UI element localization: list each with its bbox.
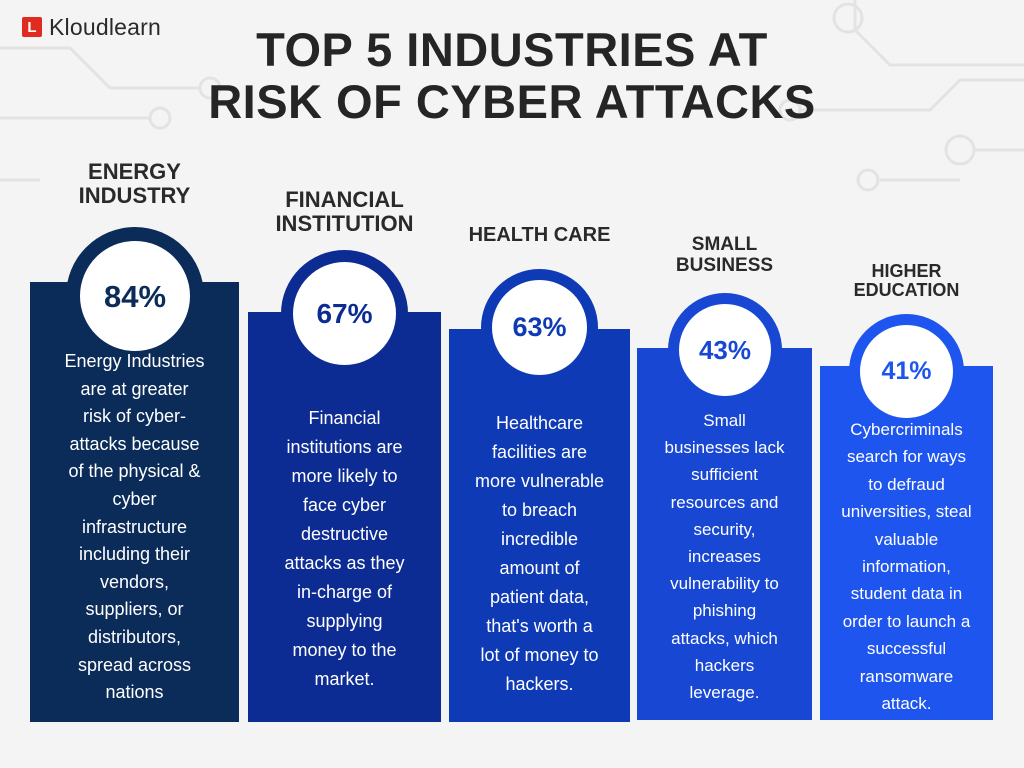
description-line: more vulnerable <box>474 471 605 491</box>
description-line: attack. <box>881 694 932 714</box>
description-line: successful <box>866 639 947 659</box>
description-line: Financial <box>308 408 381 428</box>
description-line: hackers <box>694 655 755 675</box>
description-line: sufficient <box>691 465 758 485</box>
industry-label-line: ENERGY <box>88 159 181 184</box>
industry-panel <box>637 348 812 720</box>
industry-description: Cybercriminals search for ways to defrau… <box>822 416 991 717</box>
industry-card-health-care: HEALTH CARE 63% Healthcare facilities ar… <box>449 224 630 722</box>
description-line: spread across <box>77 654 192 675</box>
industry-panel <box>449 329 630 722</box>
description-line: lot of money to <box>480 645 599 665</box>
industry-percent: 63% <box>492 280 587 375</box>
page-title-line: RISK OF CYBER ATTACKS <box>208 75 816 128</box>
description-line: hackers. <box>505 674 574 694</box>
industry-description: Financial institutions are more likely t… <box>254 404 435 694</box>
industry-label-line: INSTITUTION <box>275 210 414 236</box>
description-line: vendors, <box>99 571 170 592</box>
industry-panel <box>248 312 441 722</box>
description-line: more likely to <box>291 466 398 486</box>
description-line: nations <box>105 682 164 703</box>
description-line: search for ways <box>846 447 967 467</box>
description-line: increases <box>688 547 761 567</box>
industry-label-line: EDUCATION <box>853 280 960 301</box>
page-title-line: TOP 5 INDUSTRIES AT <box>256 23 768 76</box>
description-line: supplying <box>306 611 383 631</box>
description-line: patient data, <box>489 587 590 607</box>
description-line: including their <box>78 544 191 565</box>
industry-label: ENERGY INDUSTRY <box>30 160 239 208</box>
description-line: security, <box>693 519 756 539</box>
industry-label-line: BUSINESS <box>675 254 774 276</box>
description-line: risk of cyber- <box>82 406 187 427</box>
description-line: attacks because <box>69 433 200 454</box>
description-line: destructive <box>300 524 389 544</box>
description-line: incredible <box>500 529 579 549</box>
industry-label-line: INDUSTRY <box>78 182 191 208</box>
brand-name: Kloudlearn <box>49 13 161 40</box>
description-line: money to the <box>292 640 397 660</box>
description-line: ransomware <box>859 666 954 686</box>
description-line: institutions are <box>286 437 403 457</box>
industry-percent: 41% <box>860 325 953 418</box>
description-line: market. <box>314 669 375 689</box>
industry-card-small-business: SMALL BUSINESS 43% Small businesses lack… <box>637 234 812 720</box>
description-line: distributors, <box>87 626 182 647</box>
industry-label: FINANCIAL INSTITUTION <box>248 188 441 236</box>
industry-description: Energy Industries are at greater risk of… <box>36 348 233 707</box>
description-line: Energy Industries <box>64 351 205 371</box>
description-line: infrastructure <box>81 516 188 537</box>
description-line: valuable <box>874 529 939 549</box>
description-line: attacks, which <box>671 628 778 648</box>
industry-description: Small businesses lack sufficient resourc… <box>643 407 806 706</box>
description-line: information, <box>862 557 951 577</box>
industry-label-line: FINANCIAL <box>285 187 404 212</box>
description-line: Healthcare <box>495 413 584 433</box>
description-line: suppliers, or <box>85 599 184 620</box>
description-line: Cybercriminals <box>850 420 963 439</box>
brand-logo: L Kloudlearn <box>22 14 161 40</box>
industry-label-line: HEALTH CARE <box>468 224 611 246</box>
description-line: attacks as they <box>284 553 405 573</box>
description-line: facilities are <box>491 442 588 462</box>
industry-card-energy: ENERGY INDUSTRY 84% Energy Industries ar… <box>30 160 239 722</box>
industry-card-financial: FINANCIAL INSTITUTION 67% Financial inst… <box>248 188 441 722</box>
industry-percent: 84% <box>80 241 190 351</box>
description-line: student data in <box>850 584 963 604</box>
description-line: resources and <box>670 492 779 512</box>
description-line: that's worth a <box>486 616 593 636</box>
description-line: cyber <box>112 488 157 509</box>
industry-label: HIGHER EDUCATION <box>820 261 993 301</box>
description-line: order to launch a <box>842 611 971 631</box>
description-line: face cyber <box>302 495 387 515</box>
page-title: TOP 5 INDUSTRIES AT RISK OF CYBER ATTACK… <box>0 24 1024 128</box>
description-line: Small <box>703 411 746 430</box>
description-line: leverage. <box>689 683 760 703</box>
description-line: amount of <box>499 558 580 578</box>
description-line: phishing <box>692 601 757 621</box>
description-line: are at greater <box>80 378 189 399</box>
description-line: businesses lack <box>664 438 785 458</box>
industry-label: HEALTH CARE <box>449 224 630 247</box>
description-line: vulnerability to <box>670 574 779 594</box>
description-line: of the physical & <box>68 461 201 482</box>
industry-card-higher-education: HIGHER EDUCATION 41% Cybercriminals sear… <box>820 261 993 720</box>
description-line: to defraud <box>868 474 945 494</box>
description-line: to breach <box>501 500 578 520</box>
industry-description: Healthcare facilities are more vulnerabl… <box>455 409 624 699</box>
industry-label: SMALL BUSINESS <box>637 234 812 276</box>
industry-percent: 67% <box>293 262 396 365</box>
brand-logo-mark: L <box>22 17 42 37</box>
industry-percent: 43% <box>679 304 771 396</box>
description-line: in-charge of <box>296 582 393 602</box>
industry-label-line: SMALL <box>691 234 758 255</box>
industry-label-line: HIGHER <box>871 261 942 281</box>
description-line: universities, steal <box>841 502 972 522</box>
